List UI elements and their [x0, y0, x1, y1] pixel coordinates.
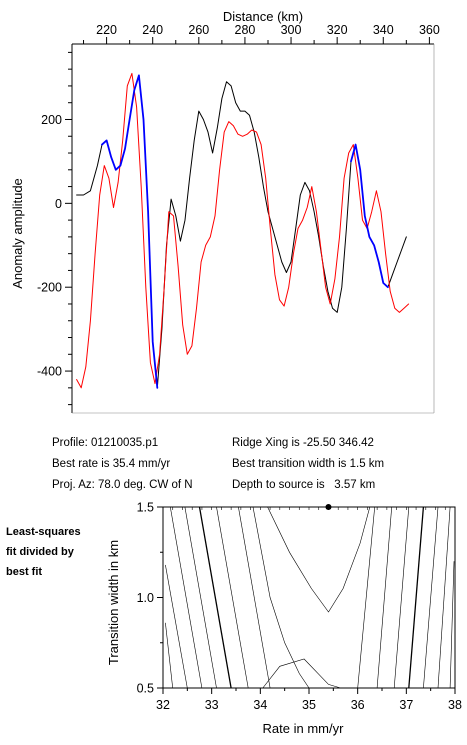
contour-line	[267, 506, 371, 613]
x-tick-label: 320	[327, 23, 348, 37]
contour-line	[216, 506, 249, 689]
x-tick-label: 340	[373, 23, 394, 37]
profile-label: Profile: 01210035.p1	[52, 437, 159, 449]
x-tick-label: 220	[96, 23, 117, 37]
x-tick-label: 240	[142, 23, 163, 37]
note-line: Least-squares	[6, 526, 81, 538]
contour-line	[376, 506, 392, 689]
x-tick-label: 280	[235, 23, 256, 37]
y-tick-label: 0	[55, 197, 62, 211]
series-line-0	[76, 74, 407, 389]
ridge-crossing-label: Ridge Xing is -25.50 346.42	[232, 437, 374, 449]
x-tick-label: 360	[419, 23, 440, 37]
contour-line	[262, 658, 341, 689]
x-axis-label: Rate in mm/yr	[263, 721, 345, 736]
x-tick-label: 33	[205, 698, 219, 712]
note-line: best fit	[6, 566, 43, 578]
projection-azimuth-label: Proj. Az: 78.0 deg. CW of N	[52, 479, 193, 491]
y-tick-label: 1.0	[137, 591, 154, 605]
contour-line	[423, 506, 439, 689]
contour-line	[170, 506, 203, 689]
best-fit-point	[325, 504, 332, 510]
x-tick-label: 38	[448, 698, 462, 712]
contour-line	[165, 564, 188, 689]
contour-line	[238, 506, 271, 689]
x-tick-label: 32	[156, 698, 170, 712]
x-tick-label: 35	[302, 698, 316, 712]
contour-line	[165, 622, 173, 689]
contour-line	[184, 506, 217, 689]
y-axis-label: Transition width in km	[106, 540, 121, 665]
contour-line	[437, 506, 451, 689]
depth-to-source-label: Depth to source is 3.57 km	[232, 479, 376, 491]
series-line-2	[101, 74, 159, 389]
x-tick-label: 260	[188, 23, 209, 37]
series-line-3	[350, 143, 389, 289]
series-line-1	[76, 72, 410, 389]
y-tick-label: 1.5	[137, 501, 154, 515]
best-rate-label: Best rate is 35.4 mm/yr	[52, 458, 171, 470]
y-tick-label: 200	[41, 113, 62, 127]
x-tick-label: 37	[399, 698, 413, 712]
contour-line	[449, 561, 455, 689]
contour-line	[252, 506, 310, 689]
misfit-contour-plot: 32 33 34 35 36 37 38 Rate in mm/yr 1.5 1.0 0.5 Tran…	[106, 501, 462, 737]
contour-line	[357, 506, 375, 689]
y-axis-label: Anomaly amplitude	[10, 178, 25, 289]
x-tick-label: 36	[351, 698, 365, 712]
y-tick-label: -200	[37, 281, 62, 295]
y-tick-label: -400	[37, 365, 62, 379]
x-axis-label: Distance (km)	[223, 9, 303, 24]
contour-line	[393, 506, 410, 689]
contour-line	[408, 506, 425, 689]
contour-line	[198, 506, 232, 689]
contour-note: Least-squares fit divided by best fit	[6, 522, 81, 582]
best-width-label: Best transition width is 1.5 km	[232, 458, 385, 470]
x-tick-label: 34	[253, 698, 267, 712]
note-line: fit divided by	[6, 546, 74, 558]
x-tick-label: 300	[281, 23, 302, 37]
y-tick-label: 0.5	[137, 682, 154, 696]
anomaly-plot: 220 240 260 280 300 320 340 360 Distance (km) 200…	[10, 9, 440, 414]
